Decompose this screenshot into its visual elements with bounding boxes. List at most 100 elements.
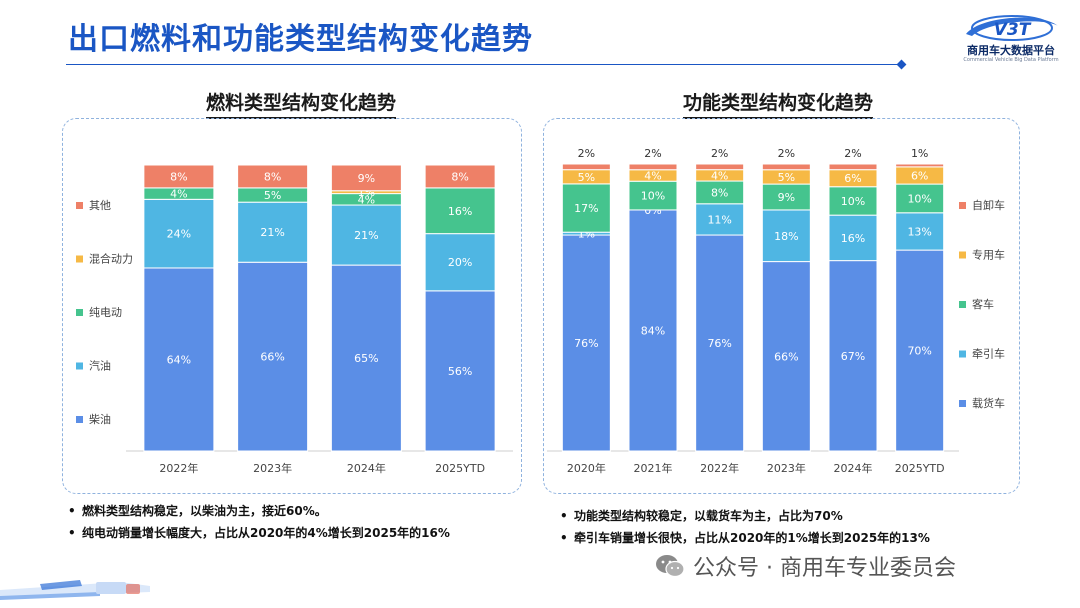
bar-segment-1-1-3 (761, 209, 811, 263)
legend-label-0-3: 汽油 (89, 359, 111, 373)
bar-segment-1-0-1 (628, 209, 678, 452)
right-note-2: 牵引车销量增长很快，占比从2020年的1%增长到2025年的13% (558, 527, 930, 549)
bar-segment-1-2-3 (761, 183, 811, 211)
bar-segment-0-1-2 (330, 204, 402, 266)
left-chart-title: 燃料类型结构变化趋势 (206, 88, 397, 119)
bar-label-1-3-1: 4% (644, 169, 661, 182)
bar-segment-1-4-4 (828, 163, 878, 171)
bar-label-1-1-2: 11% (707, 213, 731, 226)
bar-label-1-1-4: 16% (841, 232, 865, 245)
bar-segment-0-4-2 (330, 164, 402, 192)
x-tick-0-0: 2022年 (159, 461, 198, 475)
legend-swatch-0-1 (76, 255, 83, 263)
bar-label-1-3-4: 6% (844, 172, 861, 185)
bar-label-1-0-1: 84% (641, 324, 665, 337)
bar-label-0-4-1: 8% (264, 170, 281, 183)
x-tick-1-5: 2025YTD (895, 462, 945, 475)
right-notes: 功能类型结构较稳定，以载货车为主，占比为70% 牵引车销量增长很快，占比从202… (558, 505, 930, 549)
bar-label-1-4-1: 2% (644, 147, 661, 160)
bar-segment-0-4-0 (143, 164, 215, 189)
logo-ring (971, 15, 1053, 41)
bar-label-1-2-2: 8% (711, 186, 728, 199)
bar-label-0-2-2: 4% (358, 193, 375, 206)
bar-segment-1-2-0 (561, 183, 611, 233)
bar-segment-0-1-3 (424, 233, 496, 292)
bar-label-0-0-3: 56% (448, 365, 472, 378)
bar-label-0-0-0: 64% (167, 353, 191, 366)
bar-label-1-4-5: 1% (911, 147, 928, 160)
bar-segment-0-2-3 (424, 187, 496, 235)
bar-label-0-0-2: 65% (354, 352, 378, 365)
bar-segment-0-4-3 (424, 164, 496, 189)
legend-label-1-0: 自卸车 (972, 198, 1005, 212)
function-type-chart: 76%1%17%5%2%2020年84%0%10%4%2%2021年76%11%… (547, 147, 1005, 475)
bar-segment-0-1-1 (237, 201, 309, 263)
legend-label-0-1: 混合动力 (89, 252, 133, 266)
bar-label-1-2-3: 9% (778, 191, 795, 204)
bar-label-1-2-5: 10% (907, 192, 931, 205)
bar-segment-1-4-0 (561, 163, 611, 171)
bar-segment-1-2-1 (628, 180, 678, 211)
bar-segment-1-0-0 (561, 234, 611, 452)
bar-label-1-1-3: 18% (774, 230, 798, 243)
bar-label-1-3-3: 5% (778, 171, 795, 184)
bar-label-1-2-4: 10% (841, 195, 865, 208)
bar-label-1-3-5: 6% (911, 169, 928, 182)
bar-segment-0-0-0 (143, 267, 215, 452)
bar-label-1-2-0: 17% (574, 202, 598, 215)
page-title: 出口燃料和功能类型结构变化趋势 (68, 22, 533, 57)
legend-swatch-0-4 (76, 416, 83, 423)
bar-label-0-1-2: 21% (354, 229, 378, 242)
wechat-watermark: 公众号 · 商用车专业委员会 (655, 550, 956, 582)
bar-label-1-2-1: 10% (641, 190, 665, 203)
bar-segment-0-4-1 (237, 164, 309, 189)
bar-label-0-2-3: 16% (448, 205, 472, 218)
bar-label-0-4-0: 8% (170, 170, 187, 183)
truck-decoration (0, 580, 150, 600)
right-note-1: 功能类型结构较稳定，以载货车为主，占比为70% (558, 505, 930, 527)
bar-segment-1-1-2 (695, 203, 745, 236)
legend-label-0-4: 柴油 (89, 412, 111, 426)
logo-name: 商用车大数据平台 (967, 44, 1055, 57)
left-notes: 燃料类型结构稳定，以柴油为主，接近60%。 纯电动销量增长幅度大，占比从2020… (66, 500, 450, 544)
bar-label-0-1-1: 21% (260, 226, 284, 239)
legend-swatch-1-4 (959, 400, 966, 407)
bar-segment-1-0-3 (761, 261, 811, 452)
bar-label-1-4-0: 2% (578, 147, 595, 160)
x-tick-0-3: 2025YTD (435, 462, 485, 475)
bar-segment-1-0-4 (828, 260, 878, 452)
title-divider-end (896, 59, 907, 70)
bar-segment-1-4-2 (695, 163, 745, 171)
legend-swatch-1-2 (959, 301, 966, 308)
left-note-1: 燃料类型结构稳定，以柴油为主，接近60%。 (66, 500, 450, 522)
title-divider (66, 64, 906, 65)
legend-label-0-0: 其他 (89, 199, 111, 212)
bar-label-0-1-0: 24% (167, 228, 191, 241)
bar-label-0-2-0: 4% (170, 188, 187, 201)
logo-swoosh (966, 17, 1058, 36)
bar-label-1-0-3: 66% (774, 350, 798, 363)
x-tick-1-0: 2020年 (567, 461, 606, 475)
bar-label-1-3-0: 5% (578, 171, 595, 184)
x-tick-1-1: 2021年 (634, 461, 673, 475)
bar-label-0-1-3: 20% (448, 256, 472, 269)
right-chart-title: 功能类型结构变化趋势 (683, 88, 874, 119)
logo-subtitle: Commercial Vehicle Big Data Platform (963, 57, 1059, 63)
bar-segment-1-1-5 (895, 212, 945, 251)
legend-label-0-2: 纯电动 (89, 306, 122, 319)
bar-label-0-4-2: 9% (358, 172, 375, 185)
fuel-type-chart: 64%24%4%8%2022年66%21%5%8%2023年65%21%4%1%… (76, 164, 513, 475)
bar-label-1-3-2: 4% (711, 169, 728, 182)
legend-swatch-0-0 (76, 202, 83, 209)
x-tick-1-3: 2023年 (767, 461, 806, 475)
bar-label-1-1-5: 13% (907, 225, 931, 238)
bar-label-1-0-2: 76% (707, 337, 731, 350)
wechat-icon (656, 555, 685, 578)
left-chart-panel (62, 118, 522, 494)
x-tick-1-2: 2022年 (700, 461, 739, 475)
bar-label-1-0-4: 67% (841, 350, 865, 363)
bar-segment-1-0-2 (695, 234, 745, 452)
bar-segment-1-4-1 (628, 163, 678, 171)
bar-segment-0-0-3 (424, 290, 496, 452)
bar-segment-1-4-5 (895, 163, 945, 168)
